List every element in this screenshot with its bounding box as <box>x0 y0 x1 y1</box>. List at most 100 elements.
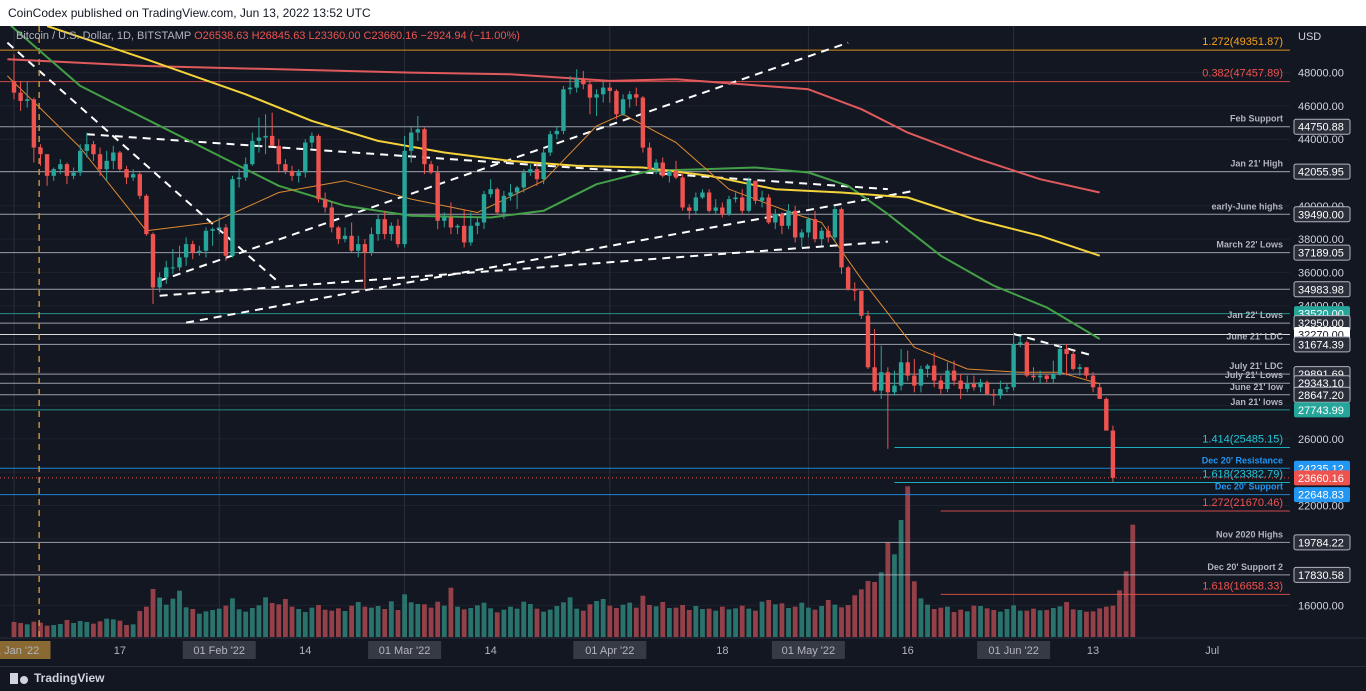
volume-bar <box>832 604 838 637</box>
candle-body <box>740 197 745 211</box>
candle-body <box>18 92 23 101</box>
volume-bar <box>819 606 825 637</box>
candle <box>912 358 917 393</box>
volume-bar <box>812 609 818 637</box>
chart-area[interactable]: 1.272(49351.87) 0.382(47457.89) Feb Suppor… <box>0 26 1366 666</box>
volume-bar <box>481 602 487 637</box>
volume-bar <box>342 611 348 637</box>
candle <box>746 177 752 213</box>
candle-body <box>495 189 500 213</box>
candle <box>117 150 123 171</box>
candle <box>885 367 891 449</box>
volume-bar <box>892 554 897 637</box>
volume-bar <box>236 609 242 637</box>
badge-text: 42055.95 <box>1298 167 1344 179</box>
volume-bar <box>958 609 964 637</box>
candle-body <box>673 170 679 178</box>
volume-bar <box>124 625 129 637</box>
candle-body <box>660 162 665 176</box>
volume-bar <box>521 601 527 637</box>
level-label: June 21' low <box>1230 382 1284 392</box>
candle <box>78 144 83 176</box>
volume-bar <box>1037 610 1043 637</box>
volume-bar <box>170 598 176 637</box>
volume-bar <box>44 625 50 637</box>
ma50-line <box>9 26 1101 340</box>
badge-border <box>1293 566 1351 583</box>
volume-bar <box>971 605 977 637</box>
price-chart[interactable]: 1.272(49351.87) 0.382(47457.89) Feb Suppor… <box>0 26 1366 666</box>
candle <box>879 345 884 399</box>
candle <box>508 184 513 201</box>
candle <box>71 167 76 180</box>
candle-body <box>971 383 977 388</box>
time-tick: Jul <box>1205 645 1219 657</box>
chart-background <box>0 26 1366 666</box>
candle-body <box>647 147 652 170</box>
badge-border <box>1293 534 1351 551</box>
candle-body <box>296 172 301 176</box>
volume-bar <box>640 595 646 637</box>
volume-bar <box>799 602 805 637</box>
candle <box>1064 343 1069 376</box>
candle <box>706 189 712 213</box>
trendline <box>159 41 849 282</box>
candle-body <box>746 180 752 211</box>
candle-body <box>124 169 129 178</box>
candle <box>627 90 632 108</box>
candle <box>786 204 791 230</box>
candle <box>991 388 996 406</box>
volume-bar <box>1011 605 1017 637</box>
candle <box>713 199 718 215</box>
volume-bar <box>786 608 791 637</box>
candle-body <box>938 380 943 389</box>
candle <box>634 87 639 106</box>
candle <box>753 180 758 205</box>
badge-bg <box>1294 336 1350 352</box>
candle-body <box>78 150 83 173</box>
volume-bar <box>1084 611 1089 637</box>
candle-body <box>130 174 136 178</box>
tradingview-brand[interactable]: TradingView <box>10 671 104 685</box>
volume-bar <box>362 606 368 637</box>
candle-body <box>799 232 804 238</box>
candle <box>978 378 983 393</box>
candle <box>839 207 844 275</box>
volume-bar <box>878 572 884 637</box>
candle-body <box>303 142 308 173</box>
time-tick-label: 01 Jan '22 <box>0 645 39 657</box>
candle <box>91 140 96 161</box>
candle <box>11 54 17 100</box>
level-label: Jan 21' lows <box>1230 397 1283 407</box>
volume-bar <box>1057 606 1063 637</box>
volume-bar <box>547 609 553 637</box>
candle <box>124 165 129 185</box>
candle-body <box>991 393 996 396</box>
current-badge-bg <box>1294 470 1350 486</box>
candle <box>587 79 593 115</box>
volume-bar <box>104 618 110 637</box>
candle-body <box>541 152 546 180</box>
time-tick: 01 May '22 <box>771 641 845 659</box>
candle-body <box>442 217 447 221</box>
candle <box>852 282 857 301</box>
candle <box>892 370 897 396</box>
volume-bar <box>117 620 123 637</box>
volume-bar <box>289 606 295 637</box>
candle-body <box>263 135 268 138</box>
volume-bar <box>653 606 659 637</box>
candle-body <box>455 225 460 228</box>
level-label: 1.272(21670.46) <box>1202 497 1283 509</box>
volume-bar <box>600 599 606 637</box>
candle-body <box>548 134 553 153</box>
badge-bg <box>1294 206 1350 222</box>
volume-bar <box>1130 524 1136 637</box>
candle <box>620 94 626 116</box>
candle-body <box>501 195 507 213</box>
candle <box>495 187 500 215</box>
candle <box>680 174 685 211</box>
candle <box>269 112 275 146</box>
volume-bar <box>64 620 70 637</box>
price-badge: 37189.05 <box>1293 244 1351 261</box>
volume-bar <box>461 609 467 637</box>
